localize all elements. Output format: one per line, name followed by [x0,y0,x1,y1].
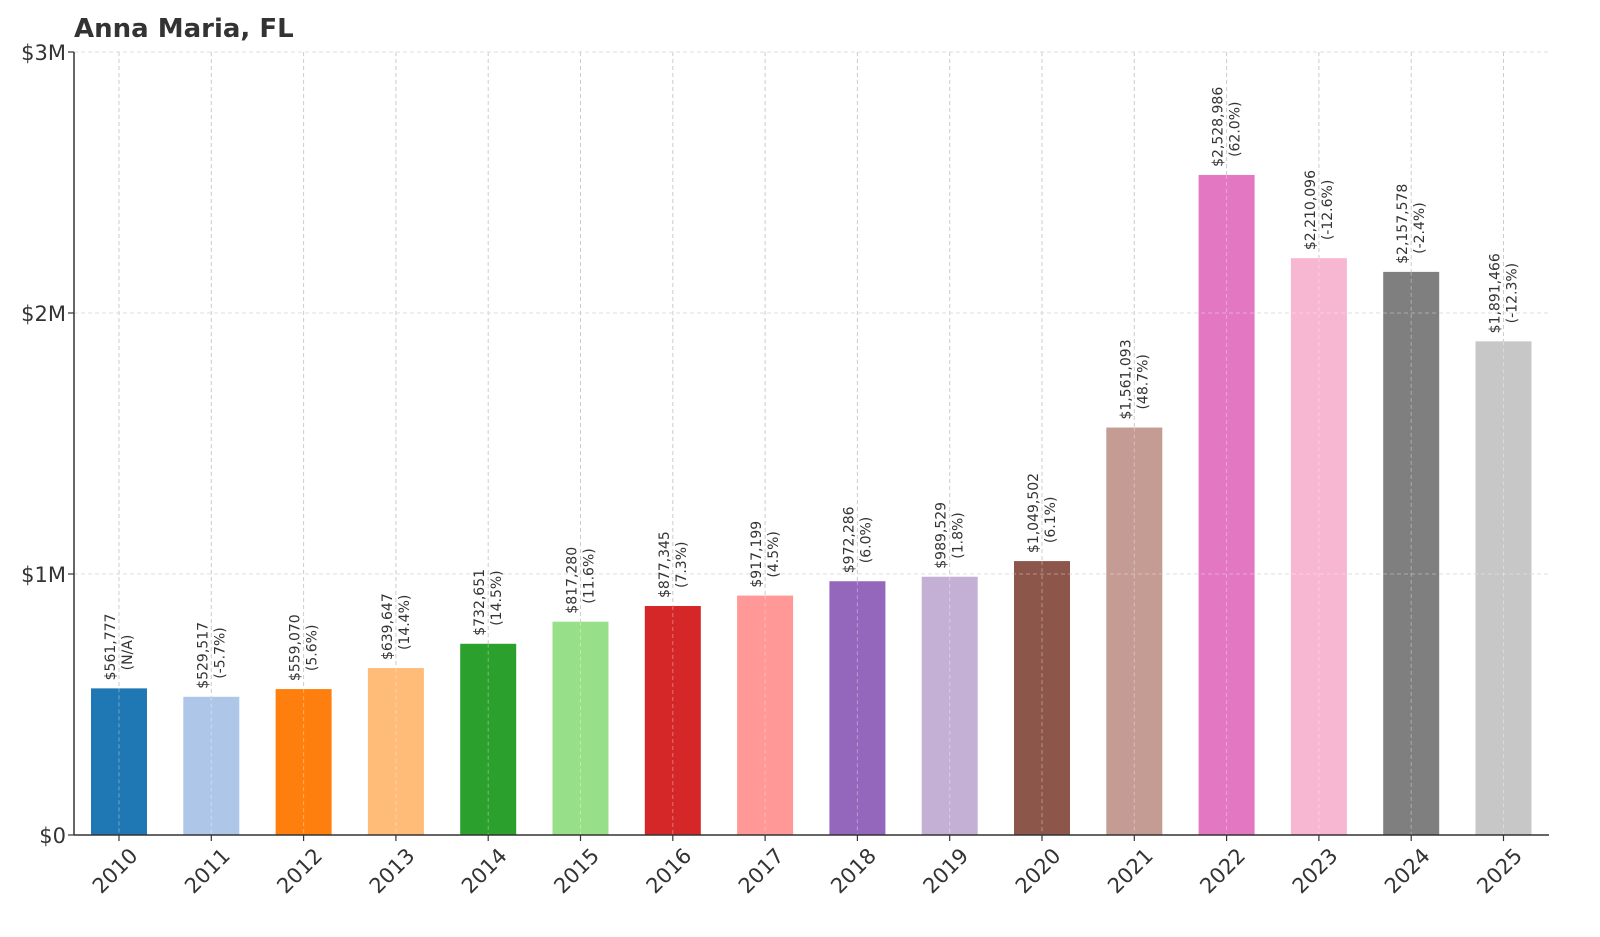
change-label-2024: (-2.4%) [1412,202,1428,254]
bar-2025 [1475,341,1532,835]
change-label-2019: (1.8%) [951,512,967,559]
change-label-2016: (7.3%) [674,542,690,589]
bar-2016 [644,606,701,835]
bar-2014 [460,643,517,835]
bar-2013 [367,668,424,835]
value-label-2018: $972,286 [841,506,857,573]
y-tick-label: $2M [21,302,66,326]
bar-2023 [1290,258,1347,836]
change-label-2020: (6.1%) [1043,497,1059,544]
change-label-2011: (-5.7%) [212,627,228,679]
chart-title: Anna Maria, FL [74,14,294,44]
change-label-2021: (48.7%) [1135,354,1151,409]
bar-2022 [1198,174,1255,836]
x-tick-label-2016: 2016 [642,844,697,899]
x-tick-label-2013: 2013 [365,844,420,899]
x-tick-label-2021: 2021 [1103,844,1158,899]
x-tick-label-2025: 2025 [1472,844,1527,899]
x-tick-label-2022: 2022 [1195,844,1250,899]
bar-2011 [183,696,240,835]
change-label-2012: (5.6%) [305,625,321,672]
y-tick-label: $3M [21,41,66,65]
change-label-2022: (62.0%) [1228,102,1244,157]
change-label-2010: (N/A) [120,635,136,671]
bar-2019 [921,576,978,835]
value-label-2019: $989,529 [934,502,950,569]
x-tick-label-2020: 2020 [1011,844,1066,899]
value-label-2010: $561,777 [103,614,119,681]
x-tick-label-2017: 2017 [734,844,789,899]
x-tick-label-2018: 2018 [826,844,881,899]
change-label-2014: (14.5%) [489,570,505,625]
bar-2012 [275,689,332,835]
value-label-2016: $877,345 [657,531,673,598]
x-tick-label-2015: 2015 [549,844,604,899]
value-label-2022: $2,528,986 [1211,87,1227,167]
value-label-2012: $559,070 [288,614,304,681]
x-tick-label-2019: 2019 [918,844,973,899]
x-tick-label-2024: 2024 [1380,844,1435,899]
x-tick-label-2012: 2012 [272,844,327,899]
bar-2010 [91,688,147,835]
value-label-2014: $732,651 [472,569,488,636]
value-label-2024: $2,157,578 [1395,184,1411,264]
change-label-2018: (6.0%) [858,517,874,564]
bar-2017 [737,595,794,835]
value-label-2011: $529,517 [195,622,211,689]
x-tick-label-2023: 2023 [1288,844,1343,899]
value-label-2025: $1,891,466 [1488,253,1504,333]
value-label-2023: $2,210,096 [1303,170,1319,250]
bar-2024 [1383,271,1440,835]
change-label-2025: (-12.3%) [1505,263,1521,323]
value-label-2021: $1,561,093 [1118,339,1134,419]
x-tick-label-2014: 2014 [457,844,512,899]
y-tick-label: $1M [21,563,66,587]
bar-2020 [1014,561,1070,835]
change-label-2015: (11.6%) [582,548,598,603]
value-label-2017: $917,199 [749,521,765,588]
x-tick-label-2010: 2010 [88,844,143,899]
value-label-2020: $1,049,502 [1026,473,1042,553]
bar-2015 [552,621,609,835]
y-tick-label: $0 [39,824,66,848]
change-label-2013: (14.4%) [397,595,413,650]
value-label-2013: $639,647 [380,593,396,660]
change-label-2017: (4.5%) [766,531,782,578]
change-label-2023: (-12.6%) [1320,180,1336,240]
bar-2021 [1106,427,1163,835]
value-label-2015: $817,280 [565,547,581,614]
bar-2018 [829,581,886,835]
x-tick-label-2011: 2011 [180,844,235,899]
